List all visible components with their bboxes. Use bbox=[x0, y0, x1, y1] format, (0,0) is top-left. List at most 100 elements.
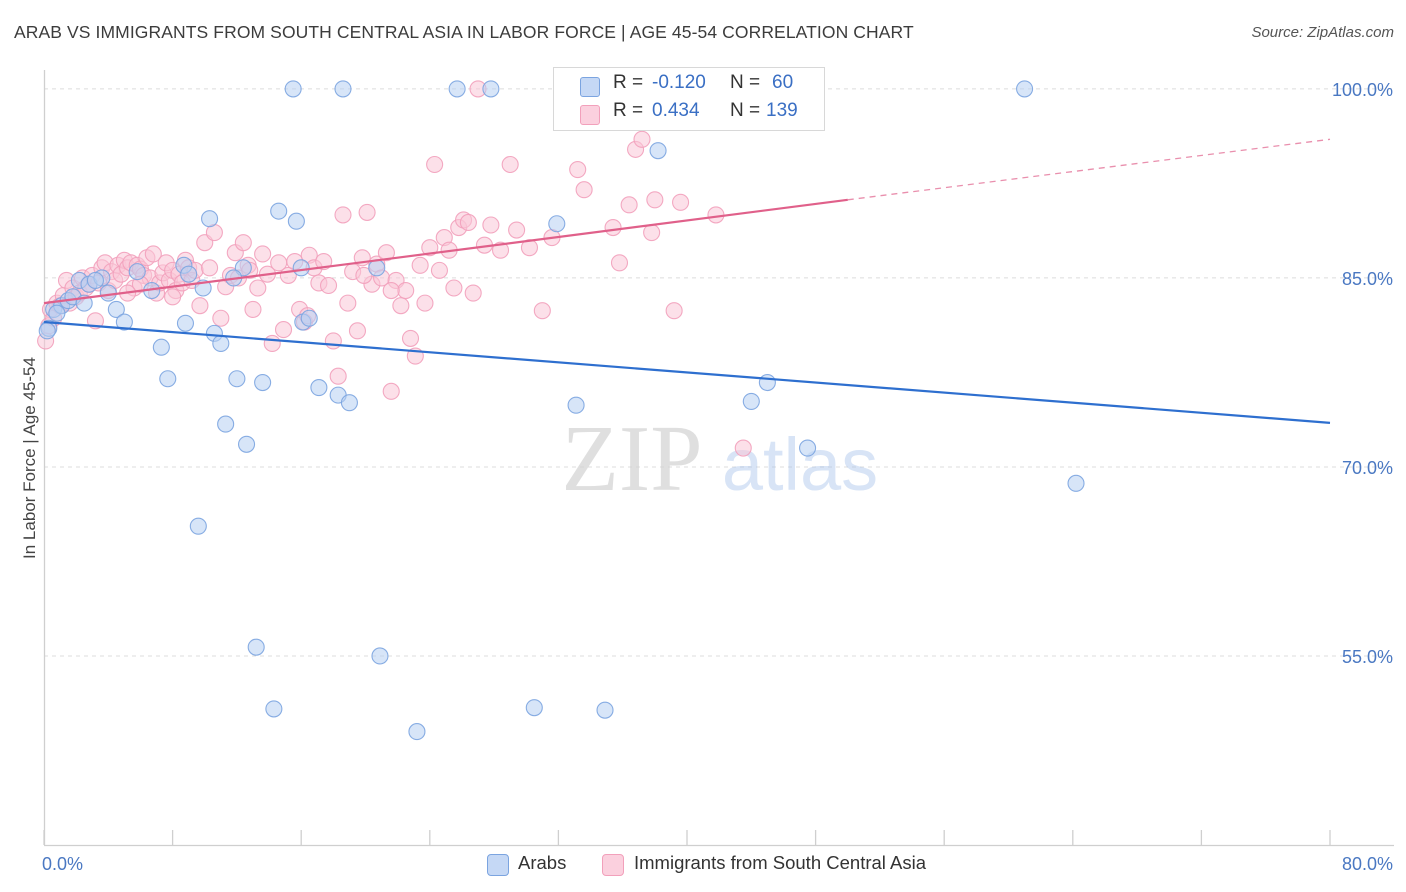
x-tick-labels: 0.0% 80.0% bbox=[42, 854, 1393, 874]
arabs-point bbox=[212, 334, 230, 353]
immigrants-trend-extension bbox=[847, 138, 1331, 201]
immigrants-point bbox=[416, 294, 434, 312]
arabs-point bbox=[448, 80, 466, 98]
immigrants-point bbox=[263, 334, 281, 353]
trend-lines bbox=[43, 138, 1331, 424]
arabs-trend-line bbox=[43, 320, 1331, 424]
r-label: R = bbox=[613, 100, 644, 121]
immigrants-point bbox=[445, 279, 463, 297]
watermark: ZIP atlas bbox=[562, 407, 879, 511]
arabs-point bbox=[176, 314, 195, 332]
immigrants-point bbox=[348, 322, 367, 340]
arabs-point bbox=[525, 699, 543, 717]
immigrants-point bbox=[646, 191, 664, 209]
axes bbox=[43, 70, 1394, 847]
arabs-point bbox=[48, 304, 66, 322]
y-axis-label: In Labor Force | Age 45-54 bbox=[20, 357, 39, 559]
arabs-point bbox=[649, 142, 667, 160]
immigrants-point bbox=[191, 297, 209, 315]
arabs-point bbox=[408, 723, 426, 741]
legend-label-immigrants: Immigrants from South Central Asia bbox=[634, 852, 926, 873]
immigrants-point bbox=[604, 218, 622, 237]
immigrants-point bbox=[324, 332, 342, 350]
immigrants-point bbox=[315, 252, 333, 271]
arabs-point bbox=[86, 271, 104, 289]
immigrants-point bbox=[201, 259, 219, 277]
immigrants-point bbox=[164, 288, 182, 306]
arabs-point bbox=[310, 379, 328, 397]
immigrants-legend-swatch bbox=[602, 854, 624, 876]
immigrants-point bbox=[397, 281, 415, 300]
immigrants-point bbox=[575, 181, 593, 199]
arabs-point bbox=[115, 313, 133, 331]
arabs-point bbox=[38, 322, 56, 340]
immigrants-point bbox=[334, 206, 352, 224]
arabs-point bbox=[180, 265, 198, 283]
legend-label-arabs: Arabs bbox=[518, 852, 567, 873]
arabs-point bbox=[152, 338, 170, 356]
immigrants-point bbox=[339, 294, 357, 312]
immigrants-point bbox=[392, 297, 410, 315]
immigrants-point bbox=[329, 367, 347, 385]
gridlines bbox=[44, 88, 1394, 657]
n-label: N = bbox=[730, 72, 761, 93]
immigrants-point bbox=[421, 239, 439, 257]
arabs-point bbox=[159, 370, 177, 388]
immigrants-point bbox=[249, 279, 267, 297]
arabs-point bbox=[368, 259, 386, 277]
immigrants-point bbox=[377, 244, 395, 262]
x-ticks bbox=[43, 830, 1331, 845]
immigrants-point bbox=[464, 284, 482, 302]
watermark-atlas: atlas bbox=[722, 423, 878, 506]
stats-row-immigrants: R = 0.434 N = 139 bbox=[554, 100, 824, 128]
arabs-point bbox=[482, 80, 500, 98]
immigrants-swatch bbox=[580, 105, 600, 125]
immigrants-point bbox=[501, 155, 519, 174]
immigrants-n-value: 139 bbox=[766, 100, 798, 121]
arabs-point bbox=[247, 638, 265, 656]
immigrants-point bbox=[482, 216, 500, 234]
immigrants-point bbox=[643, 224, 661, 242]
arabs-point bbox=[300, 309, 318, 327]
arabs-point bbox=[548, 215, 566, 233]
immigrants-point bbox=[672, 193, 690, 211]
arabs-point bbox=[128, 263, 146, 281]
arabs-r-value: -0.120 bbox=[652, 72, 706, 93]
immigrants-point bbox=[610, 254, 629, 272]
immigrants-point bbox=[430, 261, 448, 279]
immigrants-point bbox=[234, 234, 252, 252]
immigrants-point bbox=[274, 321, 293, 339]
x-tick-label: 0.0% bbox=[42, 854, 83, 874]
arabs-point bbox=[292, 259, 310, 277]
arabs-point bbox=[237, 435, 256, 453]
immigrants-point bbox=[319, 276, 338, 295]
immigrants-point bbox=[411, 256, 429, 274]
immigrants-point bbox=[355, 266, 373, 284]
y-tick-label: 55.0% bbox=[1342, 647, 1393, 667]
immigrants-point bbox=[491, 241, 510, 259]
arabs-point bbox=[371, 647, 389, 665]
arabs-point bbox=[742, 392, 760, 410]
arabs-point bbox=[1067, 474, 1085, 492]
chart-title: ARAB VS IMMIGRANTS FROM SOUTH CENTRAL AS… bbox=[14, 22, 914, 42]
arabs-point bbox=[799, 439, 817, 457]
arabs-point bbox=[758, 373, 776, 392]
immigrants-point bbox=[144, 245, 162, 263]
r-label: R = bbox=[613, 72, 644, 93]
immigrants-point bbox=[254, 245, 272, 263]
arabs-point bbox=[270, 202, 288, 220]
arabs-point bbox=[217, 415, 235, 433]
arabs-point bbox=[284, 80, 302, 98]
immigrants-trend-line bbox=[43, 198, 848, 305]
stats-box: R = -0.120 N = 60 R = 0.434 N = 139 bbox=[553, 67, 825, 131]
immigrants-point bbox=[665, 302, 683, 320]
y-tick-labels: 55.0% 70.0% 85.0% 100.0% bbox=[1332, 80, 1393, 667]
x-tick-label: 80.0% bbox=[1342, 854, 1393, 874]
arabs-point bbox=[287, 212, 305, 230]
immigrants-point bbox=[734, 439, 752, 457]
immigrants-point bbox=[459, 213, 477, 232]
stats-row-arabs: R = -0.120 N = 60 bbox=[554, 72, 824, 100]
arabs-point bbox=[334, 80, 352, 98]
immigrants-point bbox=[426, 155, 444, 174]
